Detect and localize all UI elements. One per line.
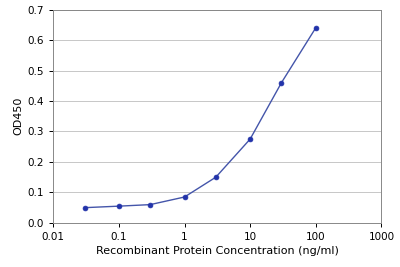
Y-axis label: OD450: OD450	[14, 97, 24, 135]
X-axis label: Recombinant Protein Concentration (ng/ml): Recombinant Protein Concentration (ng/ml…	[96, 246, 339, 256]
